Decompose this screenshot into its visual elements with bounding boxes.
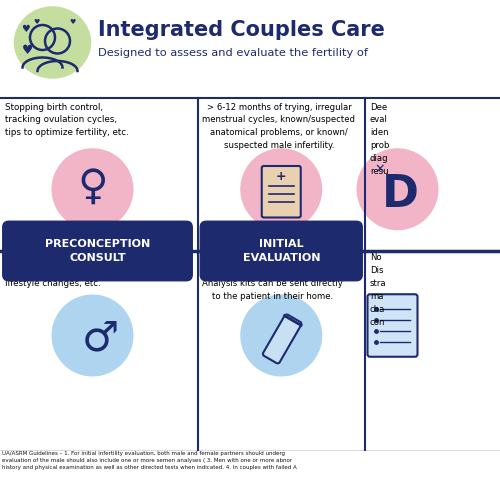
Text: ♥: ♥ bbox=[70, 20, 75, 26]
Text: > 6-12 months of trying, irregular
menstrual cycles, known/suspected
anatomical : > 6-12 months of trying, irregular menst… bbox=[202, 102, 356, 150]
Text: ♀: ♀ bbox=[77, 166, 108, 208]
Circle shape bbox=[240, 294, 322, 376]
Circle shape bbox=[240, 148, 322, 230]
FancyBboxPatch shape bbox=[0, 0, 500, 98]
FancyBboxPatch shape bbox=[3, 221, 192, 281]
Text: No
Dis
stra
ma
cha
con: No Dis stra ma cha con bbox=[370, 254, 386, 327]
Text: Dee
eval
iden
prob
diag
resu: Dee eval iden prob diag resu bbox=[370, 102, 390, 176]
Ellipse shape bbox=[14, 6, 91, 78]
Text: Providing education and tips
to optimize male fertility:
lifestyle changes, etc.: Providing education and tips to optimize… bbox=[5, 254, 130, 288]
Text: Designed to assess and evaluate the fertility of: Designed to assess and evaluate the fert… bbox=[98, 48, 368, 58]
Text: PRECONCEPTION
CONSULT: PRECONCEPTION CONSULT bbox=[45, 239, 150, 263]
Text: ♥: ♥ bbox=[22, 44, 33, 57]
Circle shape bbox=[52, 294, 134, 376]
Text: D: D bbox=[382, 173, 418, 216]
Text: ♂: ♂ bbox=[82, 317, 118, 359]
Text: INITIAL
EVALUATION: INITIAL EVALUATION bbox=[242, 239, 320, 263]
Text: Integrated Couples Care: Integrated Couples Care bbox=[98, 20, 385, 40]
Text: +: + bbox=[276, 170, 286, 182]
Circle shape bbox=[52, 148, 134, 230]
Text: ♥: ♥ bbox=[22, 24, 30, 34]
Text: UA/ASRM Guidelines – 1. For initial infertility evaluation, both male and female: UA/ASRM Guidelines – 1. For initial infe… bbox=[2, 452, 297, 470]
FancyBboxPatch shape bbox=[262, 166, 300, 218]
Text: ✕: ✕ bbox=[375, 163, 385, 176]
Text: Proactively assessing fertility
status with semen analysis.
Analysis kits can be: Proactively assessing fertility status w… bbox=[202, 254, 343, 301]
FancyBboxPatch shape bbox=[263, 314, 302, 364]
FancyBboxPatch shape bbox=[368, 294, 418, 357]
Circle shape bbox=[356, 148, 438, 230]
FancyBboxPatch shape bbox=[200, 221, 362, 281]
Text: ♥: ♥ bbox=[33, 20, 39, 26]
Text: Stopping birth control,
tracking ovulation cycles,
tips to optimize fertility, e: Stopping birth control, tracking ovulati… bbox=[5, 102, 129, 137]
